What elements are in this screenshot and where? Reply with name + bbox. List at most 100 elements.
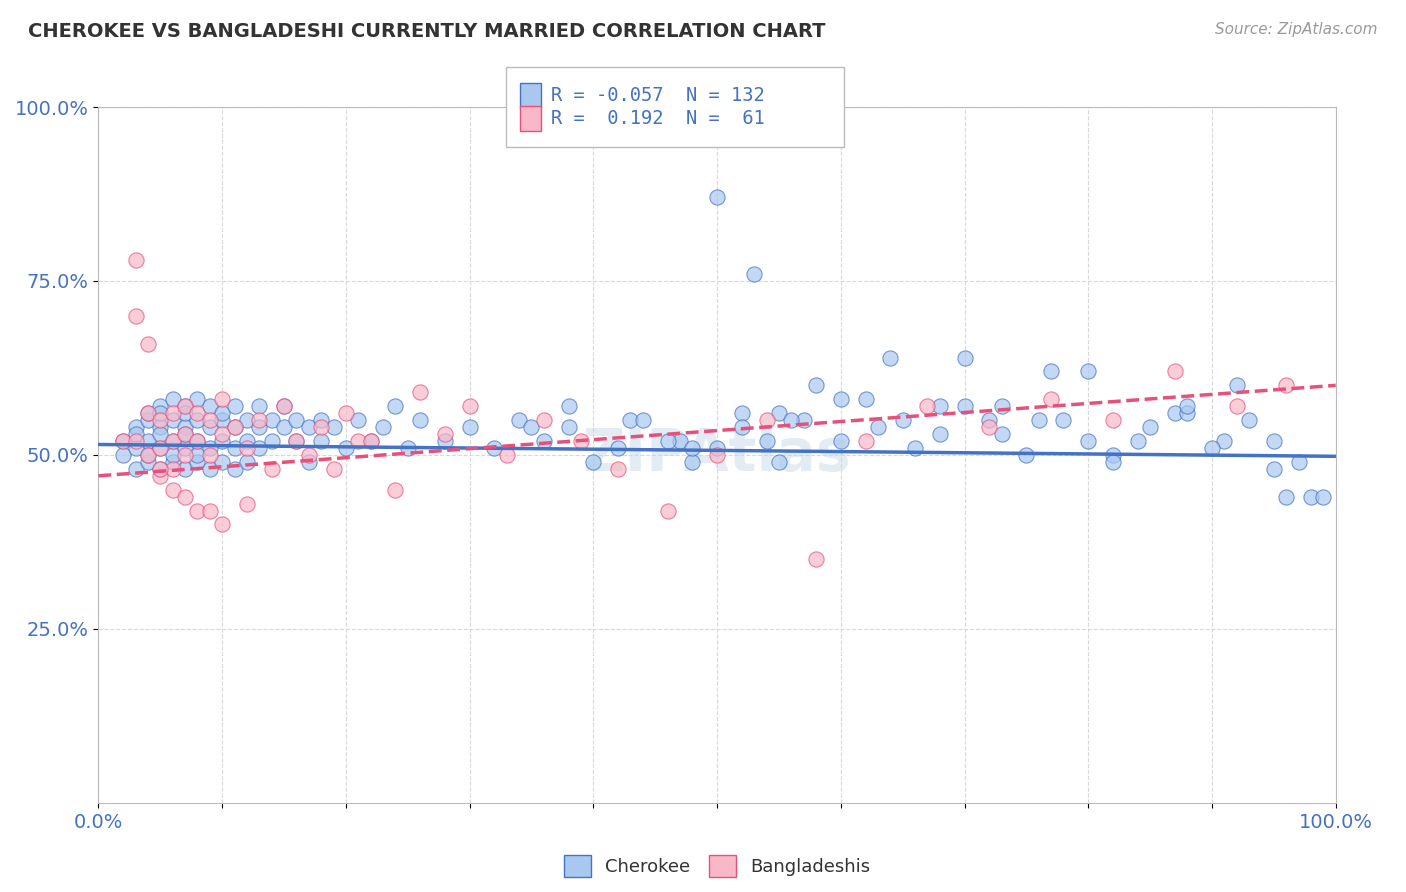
Point: [149, 441, 172, 455]
Point: [162, 392, 184, 407]
Point: [309, 420, 332, 434]
Point: [309, 413, 332, 427]
Point: [607, 462, 630, 476]
Point: [804, 378, 827, 392]
Point: [236, 413, 259, 427]
Point: [236, 455, 259, 469]
Point: [891, 413, 914, 427]
Point: [1275, 378, 1298, 392]
Point: [236, 497, 259, 511]
Point: [224, 462, 246, 476]
Point: [520, 420, 543, 434]
Point: [136, 448, 159, 462]
Text: Source: ZipAtlas.com: Source: ZipAtlas.com: [1215, 22, 1378, 37]
Point: [1226, 399, 1249, 413]
Point: [1263, 462, 1285, 476]
Point: [186, 503, 208, 517]
Point: [273, 420, 295, 434]
Point: [657, 434, 679, 448]
Point: [149, 462, 172, 476]
Point: [224, 420, 246, 434]
Point: [830, 392, 852, 407]
Point: [273, 399, 295, 413]
Point: [681, 455, 703, 469]
Point: [247, 441, 270, 455]
Point: [174, 427, 197, 442]
Point: [174, 420, 197, 434]
Point: [149, 441, 172, 455]
Point: [1102, 413, 1125, 427]
Point: [928, 427, 950, 442]
Point: [124, 434, 146, 448]
Point: [136, 406, 159, 420]
Point: [198, 448, 221, 462]
Point: [1015, 448, 1038, 462]
Point: [186, 448, 208, 462]
Point: [569, 434, 592, 448]
Point: [953, 399, 976, 413]
Point: [533, 434, 555, 448]
Point: [433, 434, 456, 448]
Point: [1226, 378, 1249, 392]
Point: [211, 517, 233, 532]
Point: [298, 455, 321, 469]
Point: [149, 399, 172, 413]
Point: [174, 406, 197, 420]
Legend: Cherokee, Bangladeshis: Cherokee, Bangladeshis: [557, 847, 877, 884]
Point: [162, 434, 184, 448]
Point: [260, 413, 283, 427]
Point: [347, 413, 370, 427]
Point: [1213, 434, 1236, 448]
Point: [149, 468, 172, 483]
Point: [360, 434, 382, 448]
Point: [174, 490, 197, 504]
Point: [1102, 455, 1125, 469]
Text: CHEROKEE VS BANGLADESHI CURRENTLY MARRIED CORRELATION CHART: CHEROKEE VS BANGLADESHI CURRENTLY MARRIE…: [28, 22, 825, 41]
Point: [136, 455, 159, 469]
Point: [384, 483, 406, 497]
Point: [557, 420, 579, 434]
Point: [917, 399, 939, 413]
Point: [458, 420, 481, 434]
Point: [657, 503, 679, 517]
Point: [347, 434, 370, 448]
Point: [1275, 490, 1298, 504]
Point: [928, 399, 950, 413]
Point: [186, 406, 208, 420]
Point: [112, 434, 135, 448]
Point: [1102, 448, 1125, 462]
Point: [409, 385, 432, 400]
Point: [804, 552, 827, 566]
Point: [273, 399, 295, 413]
Point: [879, 351, 901, 365]
Point: [322, 462, 344, 476]
Point: [990, 427, 1012, 442]
Point: [149, 406, 172, 420]
Point: [731, 406, 754, 420]
Text: ZIPAtlas: ZIPAtlas: [582, 426, 852, 483]
Point: [557, 399, 579, 413]
Point: [174, 399, 197, 413]
Point: [433, 427, 456, 442]
Point: [186, 434, 208, 448]
Point: [335, 441, 357, 455]
Point: [508, 413, 530, 427]
Point: [533, 413, 555, 427]
Point: [953, 351, 976, 365]
Point: [260, 434, 283, 448]
Point: [1175, 406, 1198, 420]
Point: [1201, 441, 1223, 455]
Point: [224, 441, 246, 455]
Point: [186, 413, 208, 427]
Point: [322, 420, 344, 434]
Point: [484, 441, 506, 455]
Point: [136, 434, 159, 448]
Point: [1040, 392, 1063, 407]
Point: [136, 336, 159, 351]
Point: [198, 462, 221, 476]
Point: [706, 448, 728, 462]
Point: [1028, 413, 1050, 427]
Point: [384, 399, 406, 413]
Point: [396, 441, 419, 455]
Point: [149, 420, 172, 434]
